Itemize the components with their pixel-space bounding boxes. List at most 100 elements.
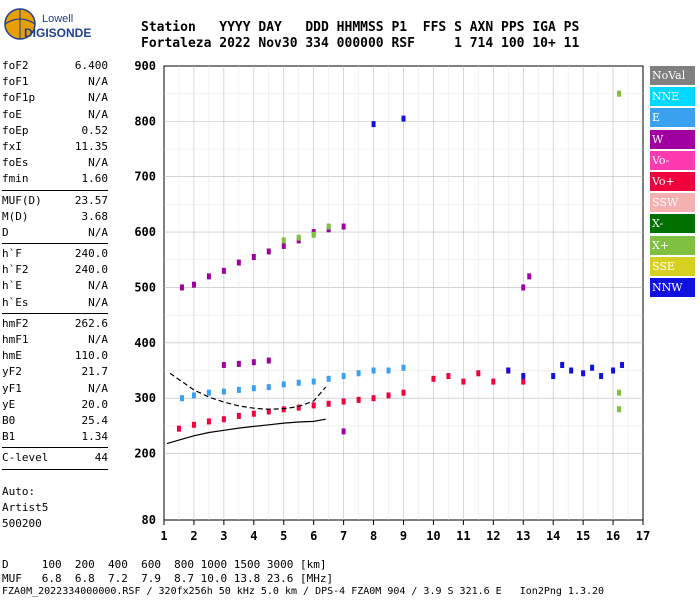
data-point (569, 367, 574, 374)
data-point (386, 367, 391, 374)
param-row: h`F 240.0 (2, 246, 108, 262)
data-point (431, 375, 436, 382)
y-tick-label: 80 (142, 513, 156, 527)
auto-version: 500200 (2, 517, 42, 530)
data-point (191, 281, 196, 288)
legend-item: W (650, 129, 695, 149)
param-name: foEs (2, 156, 29, 170)
param-row: foEp 0.52 (2, 123, 108, 139)
legend-item: NoVal (650, 66, 695, 85)
data-point (401, 115, 406, 122)
x-tick-label: 2 (190, 529, 197, 543)
y-tick-label: 400 (134, 336, 156, 350)
data-point (266, 248, 271, 255)
legend-item: X+ (650, 235, 695, 255)
param-value: N/A (88, 225, 108, 239)
legend-item: SSW (650, 193, 695, 213)
data-point (176, 425, 181, 432)
x-tick-label: 6 (310, 529, 317, 543)
logo-line-1: Lowell (42, 13, 74, 25)
legend-item: E (650, 108, 695, 128)
data-point (179, 284, 184, 291)
polarization-legend: NoVal NNE E W Vo- Vo+ SSW X- X+ SSE NNW (650, 66, 695, 299)
param-name: foF2 (2, 59, 29, 72)
data-point (356, 396, 361, 403)
param-value: 262.6 (74, 316, 108, 330)
globe-icon (4, 8, 36, 40)
param-name: foEp (2, 123, 29, 137)
x-tick-label: 7 (340, 529, 347, 543)
data-point (341, 428, 346, 435)
data-point (521, 378, 526, 385)
data-point (386, 392, 391, 399)
x-tick-label: 5 (280, 529, 287, 543)
param-name: hmF2 (2, 316, 29, 330)
data-point (371, 121, 376, 128)
data-point (521, 373, 526, 380)
data-point (371, 367, 376, 374)
param-row: fmin 1.60 (2, 171, 108, 187)
x-tick-label: 12 (486, 529, 500, 543)
x-tick-label: 1 (160, 529, 167, 543)
y-tick-label: 800 (134, 114, 156, 128)
data-point (281, 237, 286, 244)
param-name: hmF1 (2, 333, 29, 346)
param-name: foF1p (2, 91, 36, 105)
data-point (191, 421, 196, 428)
data-point (206, 418, 211, 425)
data-point (251, 359, 256, 366)
data-point (311, 402, 316, 409)
data-point (617, 406, 622, 413)
param-name: h`F2 (2, 263, 29, 277)
param-row: D N/A (2, 225, 108, 241)
data-point (236, 360, 241, 367)
param-row: foEs N/A (2, 155, 108, 171)
param-name: B0 (2, 413, 16, 427)
param-row: yE 20.0 (2, 397, 108, 413)
legend-item: X- (650, 214, 695, 234)
param-name: yF2 (2, 365, 22, 379)
y-tick-label: 600 (134, 225, 156, 239)
data-point (371, 395, 376, 402)
data-point (617, 389, 622, 396)
y-tick-label: 200 (134, 447, 156, 461)
data-point (296, 234, 301, 241)
data-point (221, 361, 226, 368)
param-name: D (2, 225, 9, 239)
data-point (326, 400, 331, 407)
param-row: yF2 21.7 (2, 364, 108, 380)
data-point (341, 223, 346, 230)
x-tick-label: 11 (456, 529, 470, 543)
data-point (236, 259, 241, 266)
param-name: h`Es (2, 295, 29, 309)
data-point (617, 90, 622, 97)
param-separator (2, 243, 108, 245)
data-point (446, 373, 451, 380)
data-point (560, 361, 565, 368)
data-point (266, 384, 271, 391)
param-row: foF1 N/A (2, 74, 108, 90)
data-point (527, 273, 532, 280)
data-point (179, 395, 184, 402)
param-value: 11.35 (74, 139, 108, 153)
param-value: 240.0 (74, 263, 108, 277)
x-tick-label: 15 (576, 529, 590, 543)
data-point (491, 378, 496, 385)
param-name: foE (2, 107, 22, 121)
auto-program: Artist5 (2, 501, 49, 514)
data-point (506, 367, 511, 374)
data-point (476, 370, 481, 377)
data-point (311, 231, 316, 238)
data-point (266, 408, 271, 415)
data-point (401, 364, 406, 371)
data-point (206, 273, 211, 280)
x-tick-label: 16 (606, 529, 620, 543)
auto-label: Auto: (2, 485, 36, 498)
scaled-parameters-panel: foF2 6.400 foF1 N/A foF1p N/A foE N/A foEp 0.52 fx… (2, 58, 108, 472)
param-value: N/A (88, 75, 108, 89)
param-row: yF1 N/A (2, 381, 108, 397)
data-point (611, 367, 616, 374)
data-point (326, 223, 331, 230)
param-name: hmE (2, 349, 22, 363)
legend-item: NNW (650, 277, 695, 297)
